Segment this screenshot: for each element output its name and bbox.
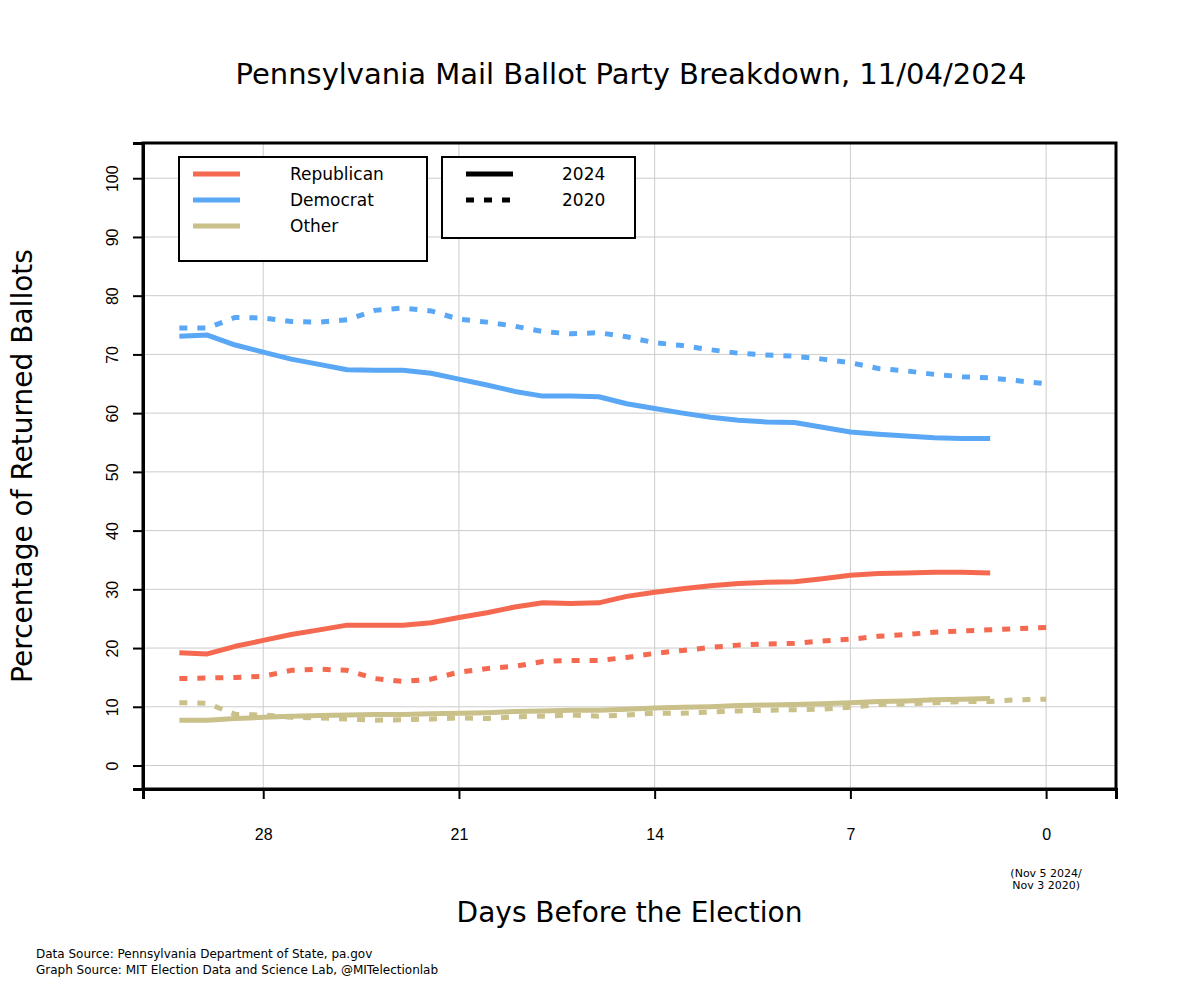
- grid-line-y: [143, 589, 1116, 590]
- y-tick-label: 100: [104, 165, 121, 192]
- grid-line-x: [1046, 143, 1047, 789]
- legend-label: Republican: [290, 164, 384, 184]
- grid-line-x: [654, 143, 655, 789]
- y-tick-mark: [133, 765, 143, 767]
- legend-swatch: [466, 172, 513, 177]
- legend-swatch: [193, 224, 240, 229]
- y-tick-label: 70: [104, 346, 121, 364]
- y-tick-mark: [133, 706, 143, 708]
- grid-line-x: [850, 143, 851, 789]
- legend-swatch: [193, 198, 240, 203]
- y-tick-label: 90: [104, 228, 121, 246]
- legend-label: 2020: [562, 190, 605, 210]
- y-tick-label: 30: [104, 581, 121, 599]
- y-tick: 0: [104, 761, 143, 770]
- y-tick: 50: [104, 463, 143, 481]
- grid-line-y: [143, 354, 1116, 355]
- series-line: [179, 699, 1046, 720]
- x-tick: 14: [646, 789, 664, 843]
- y-axis-line: [133, 144, 144, 790]
- y-tick-mark: [133, 178, 143, 180]
- y-tick: 100: [104, 165, 143, 192]
- legend-swatch: [466, 198, 513, 203]
- y-tick: 70: [104, 346, 143, 364]
- legend-box: [442, 157, 635, 238]
- legend-label: Other: [290, 216, 338, 236]
- y-tick-label: 50: [104, 463, 121, 481]
- grid-line-y: [143, 471, 1116, 472]
- series-line: [179, 699, 990, 721]
- grid-line-y: [143, 413, 1116, 414]
- y-tick-mark: [133, 295, 143, 297]
- x-tick-mark: [263, 789, 265, 799]
- y-tick-mark: [133, 471, 143, 473]
- y-tick: 60: [104, 405, 143, 423]
- grid-line-y: [143, 530, 1116, 531]
- y-axis-title: Percentage of Returned Ballots: [6, 249, 39, 683]
- legend-box: [179, 157, 427, 261]
- x-tick: 28: [255, 789, 273, 843]
- y-tick: 80: [104, 287, 143, 305]
- legend: Republican Democrat Other: [179, 157, 427, 261]
- title: Pennsylvania Mail Ballot Party Breakdown…: [235, 57, 1026, 91]
- y-tick: 10: [104, 698, 143, 716]
- grid-line-x: [458, 143, 459, 789]
- grid-line-y: [143, 648, 1116, 649]
- legend-label: Democrat: [290, 190, 374, 210]
- y-tick-label: 60: [104, 405, 121, 423]
- grid-line-y: [143, 765, 1116, 766]
- y-tick-mark: [133, 413, 143, 415]
- y-tick-label: 0: [104, 761, 121, 770]
- x-tick: 7: [846, 789, 855, 843]
- x-tick: 0: [1042, 789, 1051, 843]
- y-tick: 90: [104, 228, 143, 246]
- series-line: [179, 308, 1046, 384]
- x-axis: 28 21 14 7 0: [144, 789, 1117, 843]
- x-tick-mark: [458, 789, 460, 799]
- x-axis-line: [144, 790, 1117, 800]
- y-tick-mark: [133, 354, 143, 356]
- legend-swatch: [193, 172, 240, 177]
- series-line: [179, 628, 1046, 682]
- grid: [143, 143, 1116, 789]
- plot-frame: [143, 143, 1116, 789]
- x-tick-mark: [654, 789, 656, 799]
- y-tick-mark: [133, 530, 143, 532]
- x-tick-mark: [850, 789, 852, 799]
- x-axis-title: Days Before the Election: [457, 896, 803, 929]
- source-note: Graph Source: MIT Election Data and Scie…: [36, 963, 438, 977]
- y-tick-mark: [133, 648, 143, 650]
- legend-label: 2024: [562, 164, 605, 184]
- y-tick-label: 20: [104, 640, 121, 658]
- y-tick-mark: [133, 589, 143, 591]
- tick-note: Nov 3 2020): [1012, 879, 1080, 892]
- y-tick-label: 80: [104, 287, 121, 305]
- x-tick-label: 0: [1042, 826, 1051, 843]
- x-tick: 21: [451, 789, 469, 843]
- lines: [179, 308, 1046, 720]
- y-tick: 20: [104, 640, 143, 658]
- chart: 010203040506070809010028211470(Nov 5 202…: [0, 0, 1190, 1000]
- y-tick-mark: [133, 236, 143, 238]
- y-axis: 0 10 20 30 40 50 60 70 80 90 100: [104, 144, 144, 790]
- source-note: Data Source: Pennsylvania Department of …: [36, 947, 372, 961]
- y-tick: 40: [104, 522, 143, 540]
- y-tick-label: 10: [104, 698, 121, 716]
- x-tick-mark: [1046, 789, 1048, 799]
- x-tick-label: 7: [846, 826, 855, 843]
- x-tick-label: 14: [646, 826, 664, 843]
- x-tick-label: 21: [451, 826, 469, 843]
- series-line: [179, 572, 990, 654]
- y-tick: 30: [104, 581, 143, 599]
- x-tick-label: 28: [255, 826, 273, 843]
- series-line: [179, 335, 990, 438]
- grid-line-y: [143, 295, 1116, 296]
- y-tick-label: 40: [104, 522, 121, 540]
- legend-styles: 2024 2020: [442, 157, 635, 238]
